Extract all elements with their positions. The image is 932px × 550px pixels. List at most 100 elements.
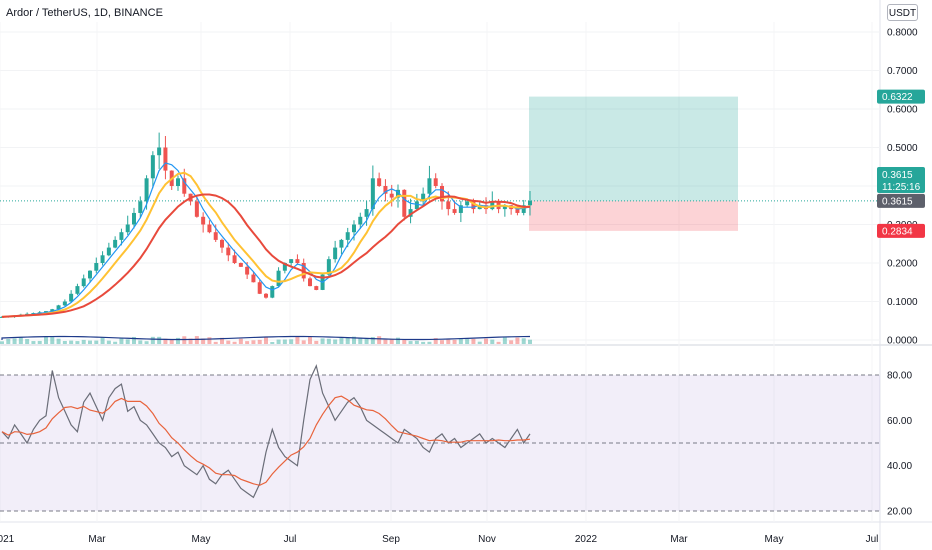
- stop-zone: [529, 200, 738, 231]
- candle-body: [226, 247, 231, 256]
- volume-bar: [383, 339, 388, 344]
- candle-body: [452, 209, 457, 213]
- candle-body: [433, 178, 438, 186]
- candle-body: [270, 286, 275, 298]
- volume-bar: [251, 340, 256, 344]
- volume-bar: [94, 340, 99, 344]
- volume-bar: [440, 340, 444, 344]
- moving-averages: [1, 162, 531, 318]
- candle-body: [358, 216, 363, 225]
- volume-bar: [194, 336, 199, 344]
- volume-bar: [282, 339, 287, 344]
- volume-bar: [69, 340, 74, 344]
- volume-bar: [62, 340, 67, 344]
- volume-bar: [370, 337, 375, 344]
- candle-body: [245, 266, 250, 275]
- candle-body: [62, 301, 67, 306]
- candle-body: [339, 239, 344, 248]
- volume-bar: [396, 337, 400, 344]
- candle-body: [465, 201, 470, 206]
- volume-bar: [157, 336, 162, 344]
- candle-body: [50, 309, 55, 312]
- currency-badge[interactable]: USDT: [887, 4, 918, 21]
- volume-bar: [320, 338, 325, 344]
- volume-bar: [264, 337, 268, 344]
- time-tick-label: Nov: [478, 534, 496, 545]
- candle-body: [528, 200, 532, 206]
- candle-body: [69, 293, 74, 302]
- ma-slow-line: [1, 193, 530, 318]
- volume-bar: [515, 337, 520, 344]
- time-tick-label: Jul: [866, 534, 879, 545]
- candle-body: [408, 209, 413, 217]
- target-price-badge-text: 0.6322: [882, 92, 913, 103]
- entry-price-badge: [877, 193, 925, 208]
- candle-body: [144, 178, 149, 202]
- time-tick-label: Mar: [88, 534, 106, 545]
- volume-bar: [521, 338, 526, 344]
- time-tick-label: May: [765, 534, 784, 545]
- candle-body: [88, 270, 92, 279]
- volume-bar: [509, 340, 514, 344]
- candle-body: [75, 286, 80, 294]
- candle-body: [414, 201, 419, 210]
- volume-bar: [125, 339, 130, 344]
- candle-body: [201, 216, 206, 225]
- volume-bar: [502, 336, 507, 344]
- volume-bar: [113, 341, 118, 344]
- volume-bar: [477, 341, 482, 344]
- candle-body: [490, 201, 495, 210]
- volume-bar: [484, 338, 488, 344]
- volume-bar: [50, 336, 55, 344]
- price-tick-label: 0.0000: [887, 336, 918, 347]
- volume-bar: [75, 341, 80, 344]
- stop-price-badge-text: 0.2834: [882, 226, 913, 237]
- last-price-badge: [877, 167, 925, 193]
- candle-body: [326, 259, 331, 275]
- candle-body: [37, 312, 42, 314]
- volume-bar: [490, 339, 495, 344]
- target-price-badge: [877, 89, 925, 104]
- rsi-panel: [0, 364, 880, 512]
- volume-bar: [377, 336, 382, 344]
- volume-bar: [106, 340, 111, 344]
- volume-bar: [289, 339, 294, 344]
- volume-bar: [144, 341, 149, 344]
- candle-body: [377, 178, 382, 186]
- volume-bar: [188, 338, 193, 344]
- volume-bar: [389, 338, 394, 344]
- candle-body: [345, 232, 350, 240]
- candle-body: [352, 224, 356, 233]
- volume-bar: [528, 339, 532, 344]
- candle-body: [44, 311, 48, 313]
- volume-bar: [201, 338, 206, 344]
- volume-bar: [339, 338, 344, 344]
- rsi-ma-line: [1, 395, 531, 486]
- volume-bar: [364, 338, 369, 344]
- volume-bar: [226, 340, 231, 344]
- candle-body: [163, 147, 168, 171]
- volume-bar: [56, 338, 61, 344]
- volume-bar: [213, 341, 218, 344]
- volume-bar: [471, 338, 476, 344]
- volume-bar: [169, 339, 174, 344]
- volume-bar: [245, 341, 250, 344]
- price-tick-label: 0.6000: [887, 105, 918, 116]
- volume-bar: [132, 336, 136, 344]
- candle-body: [440, 186, 444, 202]
- volume-bar: [220, 337, 224, 344]
- candle-body: [427, 178, 432, 194]
- volume-bar: [308, 336, 312, 344]
- candle-body: [194, 201, 199, 217]
- volume-bar: [333, 339, 338, 344]
- volume-bar: [352, 336, 356, 344]
- volume-bar: [182, 336, 187, 344]
- candle-body: [251, 274, 256, 283]
- volume-bar: [18, 337, 23, 344]
- volume-bar: [326, 338, 331, 344]
- candle-body: [389, 193, 394, 198]
- volume-bar: [358, 337, 363, 344]
- candle-body: [119, 232, 124, 240]
